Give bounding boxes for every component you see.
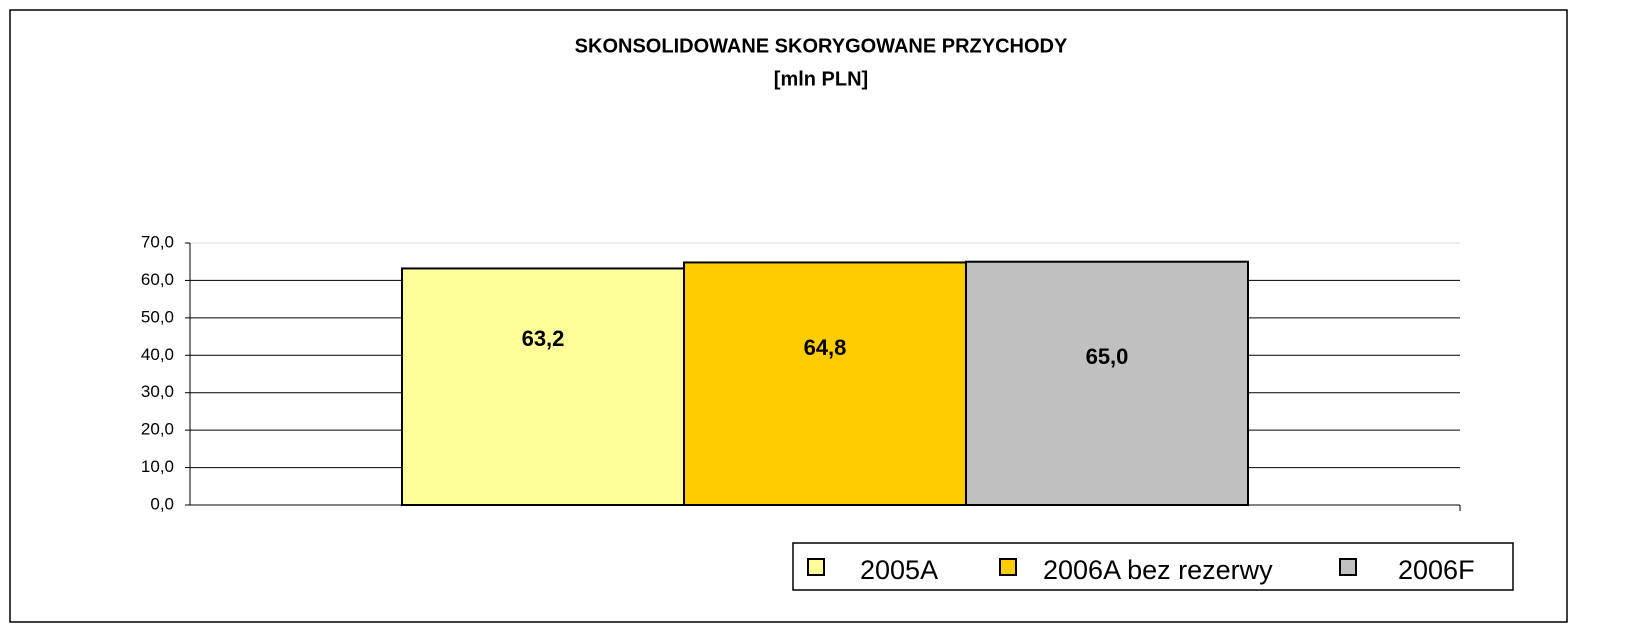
bar xyxy=(965,260,1249,507)
data-label: 63,2 xyxy=(522,326,565,351)
y-tick-label: 20,0 xyxy=(141,420,174,439)
chart-subtitle: [mln PLN] xyxy=(774,68,868,90)
legend-swatch xyxy=(1339,558,1357,576)
y-tick-label: 70,0 xyxy=(141,232,174,251)
legend-label: 2006A bez rezerwy xyxy=(1043,555,1273,585)
data-label: 64,8 xyxy=(804,335,847,360)
legend-box xyxy=(792,542,1514,591)
y-tick-label: 10,0 xyxy=(141,457,174,476)
y-tick-label: 0,0 xyxy=(150,494,174,513)
chart-title: SKONSOLIDOWANE SKORYGOWANE PRZYCHODY xyxy=(575,35,1068,57)
y-tick-label: 50,0 xyxy=(141,307,174,326)
y-tick-label: 30,0 xyxy=(141,382,174,401)
bar xyxy=(401,267,685,506)
y-tick-label: 40,0 xyxy=(141,345,174,364)
legend-swatch xyxy=(999,558,1017,576)
legend-label: 2005A xyxy=(860,555,938,585)
legend-swatch xyxy=(807,558,825,576)
legend-label: 2006F xyxy=(1398,555,1475,585)
y-tick-label: 60,0 xyxy=(141,270,174,289)
data-label: 65,0 xyxy=(1086,344,1129,369)
bar xyxy=(683,261,967,506)
